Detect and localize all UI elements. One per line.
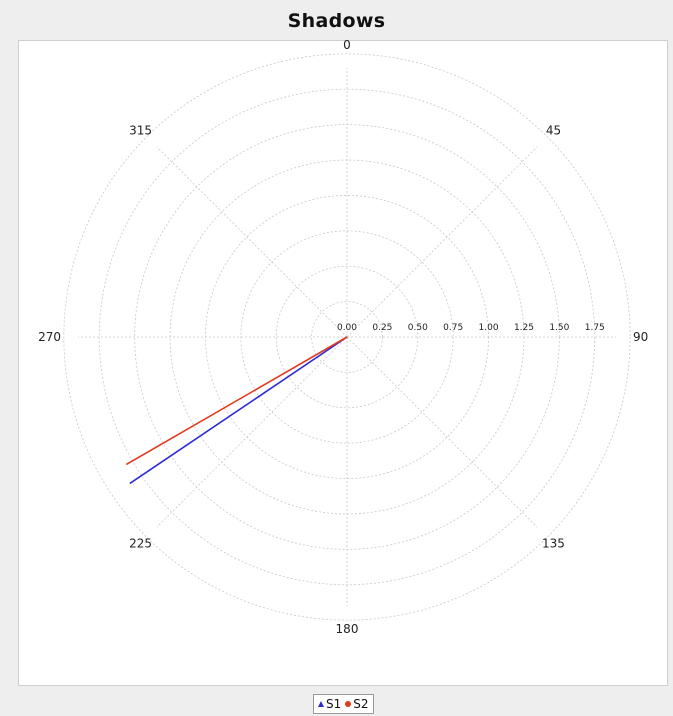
chart-title: Shadows	[287, 10, 386, 32]
grid-ring	[311, 301, 383, 373]
radial-tick-label: 1.25	[514, 323, 534, 333]
grid-spoke	[156, 146, 348, 338]
grid-ring	[63, 53, 631, 621]
grid-spoke	[346, 336, 538, 528]
circle-marker-icon	[345, 701, 352, 707]
grid-spoke	[156, 336, 348, 528]
radial-tick-label: 1.75	[585, 323, 605, 333]
radial-tick-label: 0.50	[408, 323, 428, 333]
polar-grid	[63, 53, 631, 621]
radial-tick-labels: 0.00 0.25 0.50 0.75 1.00 1.25 1.50 1.75	[337, 323, 605, 333]
angle-label: 225	[129, 536, 152, 550]
radial-tick-label: 1.00	[479, 323, 499, 333]
radial-tick-label: 0.25	[372, 323, 392, 333]
angle-label: 45	[546, 124, 561, 138]
triangle-marker-icon	[318, 701, 324, 707]
series-lines	[125, 336, 348, 485]
legend-label-s2: S2	[353, 697, 369, 711]
radial-tick-label: 0.75	[443, 323, 463, 333]
angle-label: 0	[343, 38, 351, 52]
plot-area	[18, 40, 668, 686]
legend: S1 S2	[313, 694, 374, 714]
angle-label: 135	[542, 536, 565, 550]
grid-ring	[275, 265, 419, 409]
angle-label: 180	[336, 622, 359, 636]
radial-tick-label: 1.50	[549, 323, 569, 333]
series-line-s1	[129, 336, 348, 485]
legend-item-s1: S1	[318, 697, 341, 711]
legend-item-s2: S2	[345, 697, 369, 711]
series-line-s2	[125, 336, 348, 466]
grid-ring	[98, 88, 596, 586]
angle-labels: 0 45 90 135 180 225 270 315	[38, 38, 648, 636]
angle-label: 315	[129, 124, 152, 138]
grid-spoke	[346, 146, 538, 338]
grid-ring	[240, 230, 454, 444]
legend-label-s1: S1	[326, 697, 342, 711]
angle-label: 90	[633, 330, 648, 344]
radial-tick-label: 0.00	[337, 323, 357, 333]
angle-label: 270	[38, 330, 61, 344]
